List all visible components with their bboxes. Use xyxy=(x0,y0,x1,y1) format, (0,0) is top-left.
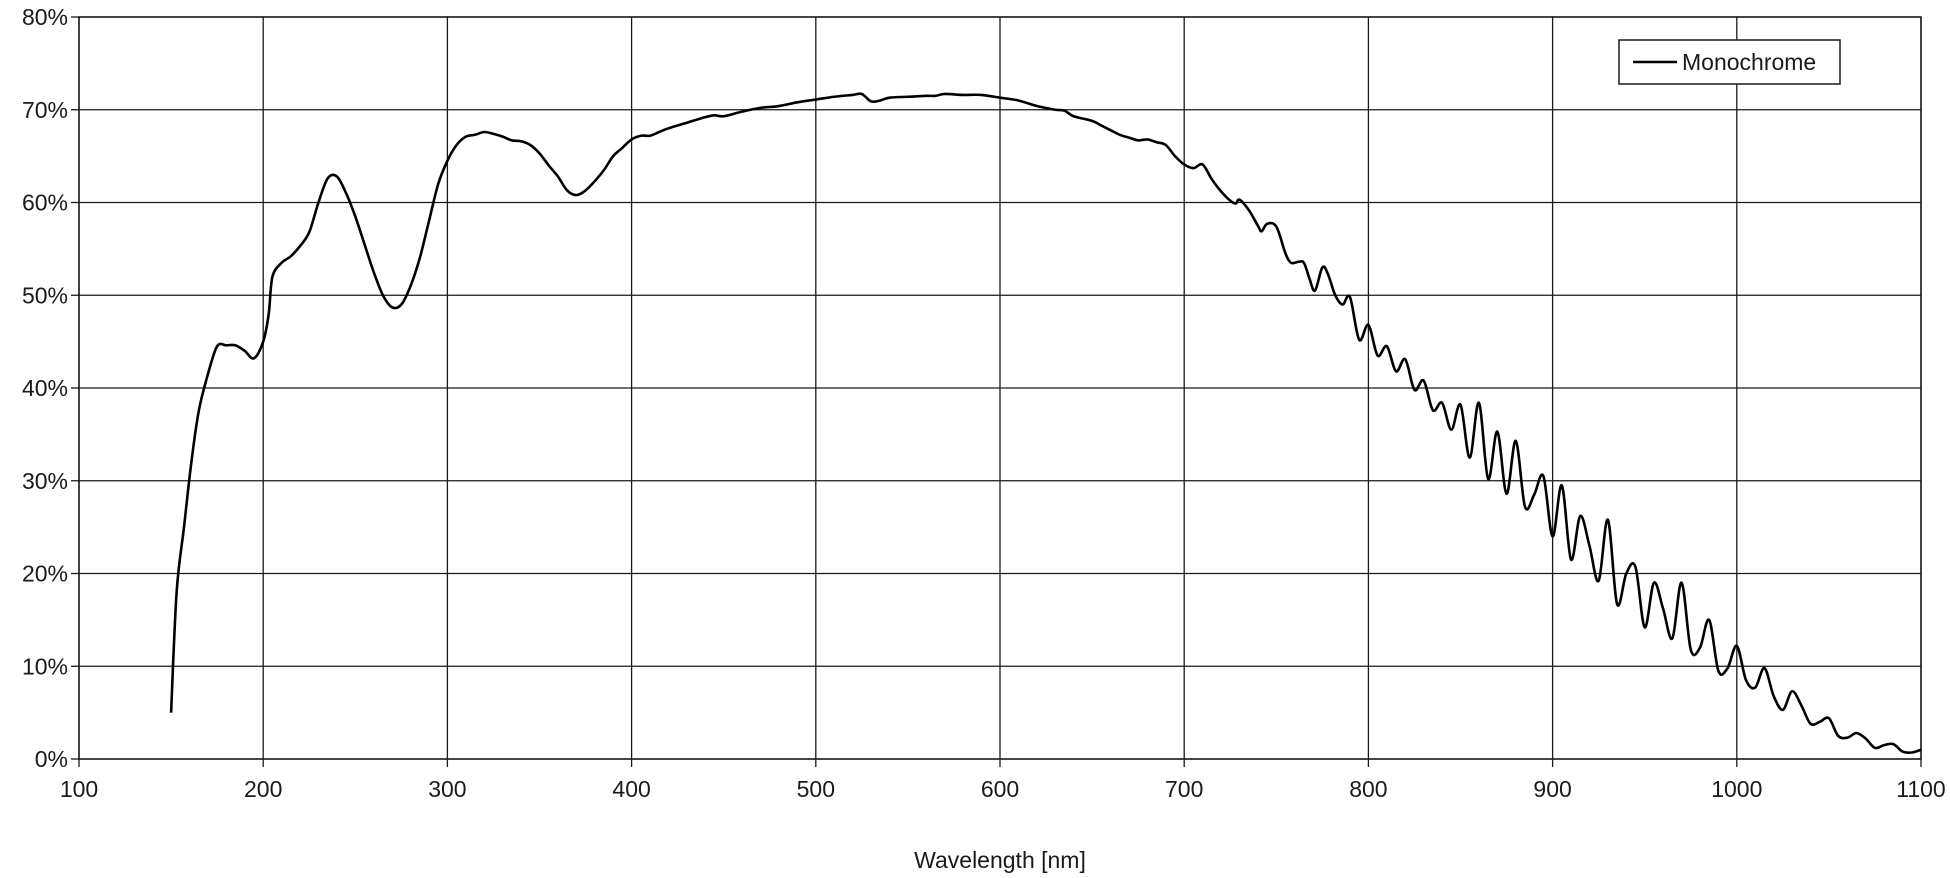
y-tick-label: 10% xyxy=(22,653,68,679)
x-tick-label: 1000 xyxy=(1711,776,1762,802)
x-tick-label: 200 xyxy=(244,776,282,802)
y-tick-label: 20% xyxy=(22,561,68,587)
x-tick-label: 800 xyxy=(1349,776,1387,802)
y-tick-label: 50% xyxy=(22,282,68,308)
x-tick-label: 700 xyxy=(1165,776,1203,802)
x-tick-label: 400 xyxy=(612,776,650,802)
y-tick-label: 0% xyxy=(35,746,68,772)
y-tick-label: 30% xyxy=(22,468,68,494)
x-axis-title: Wavelength [nm] xyxy=(914,847,1086,873)
y-axis: 0% 10% 20% 30% 40% 50% 60% 70% 80% xyxy=(22,4,79,772)
x-tick-label: 500 xyxy=(797,776,835,802)
y-tick-label: 40% xyxy=(22,375,68,401)
grid xyxy=(78,16,1922,760)
x-tick-label: 600 xyxy=(981,776,1019,802)
x-tick-label: 100 xyxy=(60,776,98,802)
legend-label-monochrome: Monochrome xyxy=(1682,49,1816,75)
y-tick-label: 70% xyxy=(22,97,68,123)
x-tick-label: 900 xyxy=(1533,776,1571,802)
y-tick-label: 80% xyxy=(22,4,68,30)
x-tick-label: 300 xyxy=(428,776,466,802)
x-tick-label: 1100 xyxy=(1896,776,1945,802)
series-line-monochrome xyxy=(169,92,1922,755)
x-axis: 100 200 300 400 500 600 700 800 900 1000 1100 xyxy=(60,759,1946,802)
y-tick-label: 60% xyxy=(22,190,68,216)
legend: Monochrome xyxy=(1618,39,1841,85)
